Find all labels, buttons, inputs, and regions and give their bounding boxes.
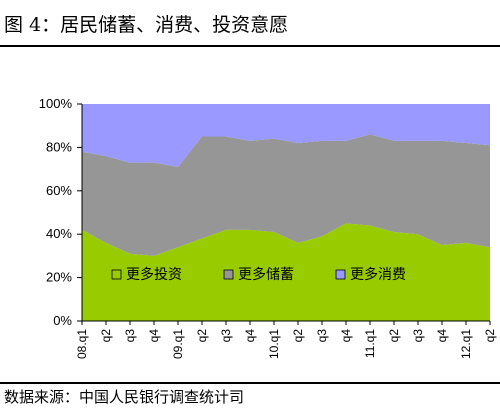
title-divider [0,45,500,47]
y-tick-labels: 0% 20% 40% 60% 80% 100% [39,96,73,328]
x-tick-label: q3 [219,329,233,343]
x-tick-label: q2 [387,329,401,343]
area-series-2 [82,134,490,256]
x-tick-labels: 08.q1 q2 q3 q4 09.q1 q2 q3 q4 10.q1 q2 q3 q4 11.q1 q2… [75,329,497,359]
x-tick-label: q4 [435,329,449,343]
x-tick-label: q4 [147,329,161,343]
legend-label-1: 更多投资 [126,266,182,283]
x-tick-label: q2 [195,329,209,343]
x-tick-label: 12.q1 [459,329,473,359]
legend-label-3: 更多消费 [350,266,406,283]
y-tick-label: 40% [46,226,72,241]
y-tick-label: 80% [46,139,72,154]
legend-swatch-3 [335,269,346,280]
x-tick-label: q3 [123,329,137,343]
x-tick-label: q3 [411,329,425,343]
legend: 更多投资 更多储蓄 更多消费 [111,266,406,283]
area-layers [82,104,490,321]
x-tick-label: 11.q1 [363,329,377,358]
x-tick-label: q3 [315,329,329,343]
area-series-1 [82,223,490,321]
stacked-area-chart: 0% 20% 40% 60% 80% 100% 08.q1 q2 q3 q4 09.q1 q2 q3 q… [39,96,497,359]
x-tick-label: q2 [483,329,497,343]
source-divider [0,382,500,384]
source-note: 数据来源：中国人民银行调查统计司 [4,388,245,406]
x-tick-label: q2 [99,329,113,343]
area-series-3 [82,104,490,167]
x-tick-label: 09.q1 [171,329,185,359]
x-tick-label: 10.q1 [267,329,281,359]
y-tick-label: 60% [46,183,72,198]
x-tick-label: q4 [243,329,257,343]
x-tick-label: q2 [291,329,305,343]
figure-title: 图 4：居民储蓄、消费、投资意愿 [4,14,289,36]
y-tick-label: 0% [53,313,72,328]
legend-label-2: 更多储蓄 [238,266,294,283]
y-tick-label: 20% [46,270,72,285]
legend-swatch-1 [111,269,122,280]
y-tick-label: 100% [39,96,73,111]
x-tick-label: 08.q1 [75,329,89,359]
x-tick-label: q4 [339,329,353,343]
legend-swatch-2 [223,269,234,280]
axes [77,103,491,325]
